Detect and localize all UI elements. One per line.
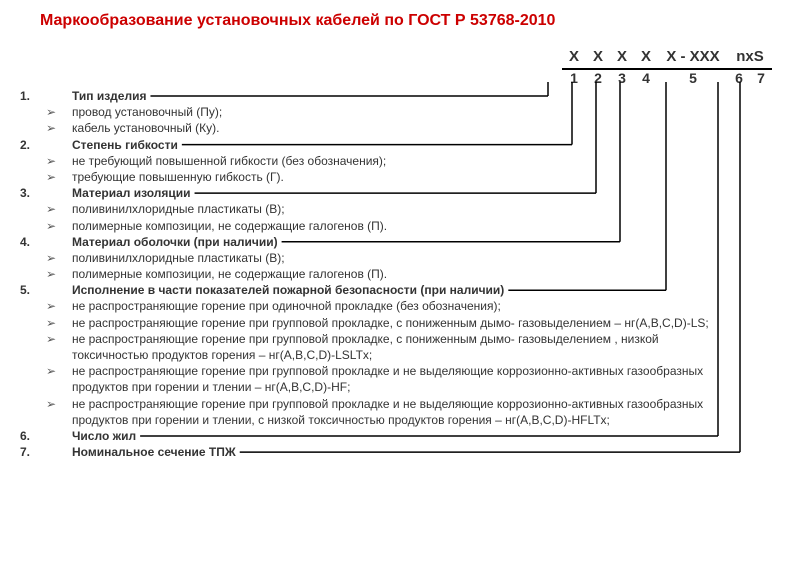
code-seg: X (634, 48, 658, 65)
sections-list: 1.Тип изделия➢провод установочный (Пу);➢… (20, 88, 780, 460)
section-label: Степень гибкости (72, 138, 178, 152)
code-seg: X (586, 48, 610, 65)
bullet-icon: ➢ (46, 120, 72, 136)
section-number: 7. (20, 444, 46, 460)
code-num: 7 (750, 68, 772, 86)
section-label: Тип изделия (72, 89, 146, 103)
bullet-icon: ➢ (46, 153, 72, 169)
section-label: Номинальное сечение ТПЖ (72, 445, 236, 459)
item-text: кабель установочный (Ку). (72, 120, 780, 136)
section-header: 6. Число жил (20, 428, 780, 444)
bullet-icon: ➢ (46, 396, 72, 412)
bullet-icon: ➢ (46, 298, 72, 314)
section-item: ➢полимерные композиции, не содержащие га… (20, 266, 780, 282)
section-item: ➢поливинилхлоридные пластикаты (В); (20, 250, 780, 266)
bullet-icon: ➢ (46, 104, 72, 120)
item-text: поливинилхлоридные пластикаты (В); (72, 250, 780, 266)
code-seg: nxS (728, 48, 772, 65)
code-num: 1 (562, 68, 586, 86)
section-number: 4. (20, 234, 46, 250)
bullet-icon: ➢ (46, 201, 72, 217)
section-number: 3. (20, 185, 46, 201)
section-item: ➢не распространяющие горение при группов… (20, 396, 780, 428)
section-item: ➢не распространяющие горение при группов… (20, 315, 780, 331)
item-text: не распространяющие горение при группово… (72, 396, 780, 428)
section-item: ➢не требующий повышенной гибкости (без о… (20, 153, 780, 169)
item-text: поливинилхлоридные пластикаты (В); (72, 201, 780, 217)
code-seg: X (610, 48, 634, 65)
section-label: Исполнение в части показателей пожарной … (72, 283, 504, 297)
section-number: 6. (20, 428, 46, 444)
section-header: 7. Номинальное сечение ТПЖ (20, 444, 780, 460)
item-text: требующие повышенную гибкость (Г). (72, 169, 780, 185)
item-text: полимерные композиции, не содержащие гал… (72, 266, 780, 282)
code-num: 5 (658, 68, 728, 86)
bullet-icon: ➢ (46, 315, 72, 331)
section-item: ➢не распространяющие горение при группов… (20, 363, 780, 395)
bullet-icon: ➢ (46, 363, 72, 379)
code-number-row: 1234567 (0, 68, 772, 86)
section-header: 3. Материал изоляции (20, 185, 780, 201)
bullet-icon: ➢ (46, 266, 72, 282)
section-number: 1. (20, 88, 46, 104)
page-title: Маркообразование установочных кабелей по… (40, 12, 780, 30)
item-text: полимерные композиции, не содержащие гал… (72, 218, 780, 234)
section-item: ➢поливинилхлоридные пластикаты (В); (20, 201, 780, 217)
section-label: Материал оболочки (при наличии) (72, 235, 278, 249)
section-header: 5. Исполнение в части показателей пожарно… (20, 282, 780, 298)
section-item: ➢не распространяющие горение при группов… (20, 331, 780, 363)
item-text: не распространяющие горение при группово… (72, 331, 780, 363)
section-item: ➢полимерные композиции, не содержащие га… (20, 218, 780, 234)
code-num: 3 (610, 68, 634, 86)
code-num: 2 (586, 68, 610, 86)
code-seg: X (562, 48, 586, 65)
section-item: ➢провод установочный (Пу); (20, 104, 780, 120)
bullet-icon: ➢ (46, 169, 72, 185)
item-text: провод установочный (Пу); (72, 104, 780, 120)
section-header: 1. Тип изделия (20, 88, 780, 104)
section-item: ➢требующие повышенную гибкость (Г). (20, 169, 780, 185)
item-text: не распространяющие горение при группово… (72, 315, 780, 331)
section-number: 2. (20, 137, 46, 153)
section-label: Материал изоляции (72, 186, 191, 200)
code-num: 6 (728, 68, 750, 86)
section-label: Число жил (72, 429, 136, 443)
code-seg: X - XXX (658, 48, 728, 65)
item-text: не распространяющие горение при группово… (72, 363, 780, 395)
bullet-icon: ➢ (46, 250, 72, 266)
item-text: не распространяющие горение при одиночно… (72, 298, 780, 314)
section-header: 2. Степень гибкости (20, 137, 780, 153)
section-number: 5. (20, 282, 46, 298)
code-num: 4 (634, 68, 658, 86)
bullet-icon: ➢ (46, 218, 72, 234)
bullet-icon: ➢ (46, 331, 72, 347)
code-pattern-row: XXXXX - XXXnxS (0, 48, 772, 65)
section-item: ➢не распространяющие горение при одиночн… (20, 298, 780, 314)
section-item: ➢кабель установочный (Ку). (20, 120, 780, 136)
item-text: не требующий повышенной гибкости (без об… (72, 153, 780, 169)
section-header: 4. Материал оболочки (при наличии) (20, 234, 780, 250)
